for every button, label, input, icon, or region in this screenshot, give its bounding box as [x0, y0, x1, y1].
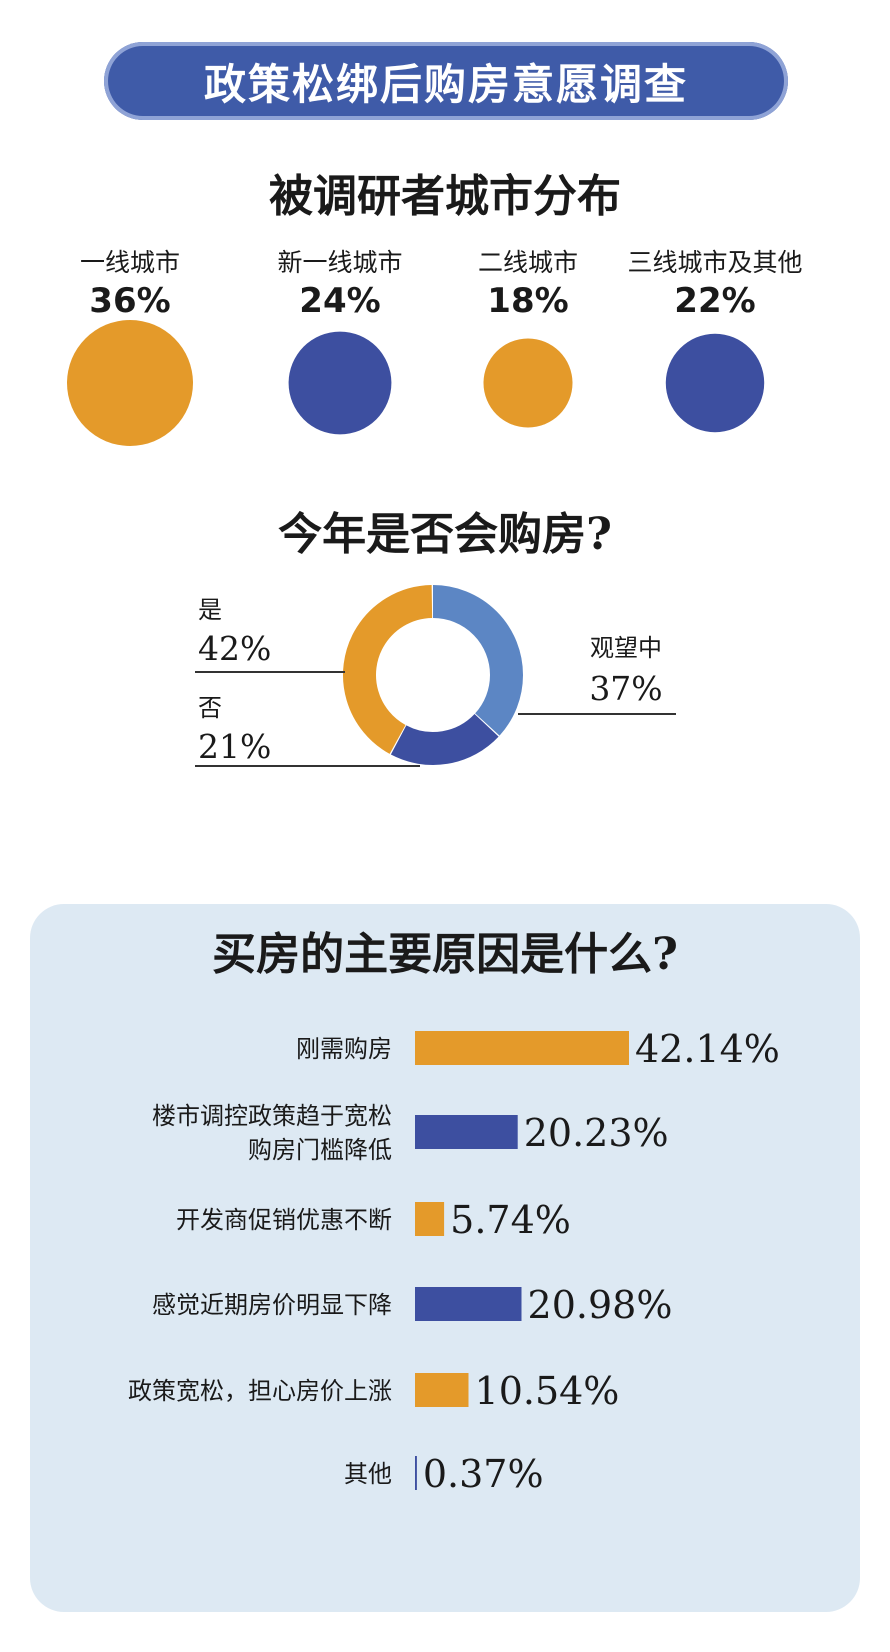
reason-value-label: 20.98% [528, 1283, 673, 1327]
reasons-title: 买房的主要原因是什么? [212, 929, 678, 980]
reasons-panel [30, 904, 860, 1612]
reason-bar [415, 1287, 522, 1321]
city-bubble [483, 338, 573, 428]
reason-bar [415, 1202, 445, 1236]
city-category-label: 新一线城市 [277, 248, 402, 277]
city-bubble [665, 333, 765, 433]
city-category-label: 二线城市 [478, 248, 578, 277]
donut-value-label: 21% [198, 727, 271, 766]
reason-category-label: 其他 [344, 1460, 392, 1488]
donut-category-label: 否 [198, 694, 222, 722]
donut-category-label: 是 [198, 596, 222, 624]
reason-value-label: 5.74% [450, 1198, 571, 1242]
city-bubble [288, 331, 392, 435]
city-value-label: 18% [487, 281, 568, 321]
city-category-label: 一线城市 [80, 248, 180, 277]
reason-category-label: 感觉近期房价明显下降 [152, 1291, 392, 1319]
reason-category-label: 楼市调控政策趋于宽松 [152, 1102, 392, 1130]
reason-bar [415, 1031, 629, 1065]
reason-category-label: 政策宽松，担心房价上涨 [128, 1377, 392, 1405]
reason-bar [415, 1456, 417, 1490]
reason-value-label: 10.54% [475, 1369, 620, 1413]
reason-category-label: 开发商促销优惠不断 [176, 1206, 392, 1234]
donut-value-label: 42% [198, 629, 271, 668]
city-distribution-title: 被调研者城市分布 [269, 171, 621, 222]
title-banner: 政策松绑后购房意愿调查 [104, 42, 788, 120]
banner-title: 政策松绑后购房意愿调查 [203, 59, 688, 109]
reason-bar [415, 1373, 469, 1407]
reason-value-label: 20.23% [524, 1111, 669, 1155]
buy-intention-title: 今年是否会购房? [278, 509, 612, 560]
reason-value-label: 0.37% [423, 1452, 544, 1496]
city-category-label: 三线城市及其他 [627, 248, 802, 277]
donut-slice [342, 585, 523, 765]
reason-category-label: 购房门槛降低 [248, 1136, 392, 1164]
donut-category-label: 观望中 [590, 634, 662, 662]
city-value-label: 24% [299, 281, 380, 321]
donut-value-label: 37% [589, 669, 662, 708]
reason-category-label: 刚需购房 [296, 1035, 392, 1063]
city-value-label: 36% [89, 281, 170, 321]
reason-bar [415, 1115, 518, 1149]
reason-value-label: 42.14% [635, 1027, 780, 1071]
donut-slice [343, 585, 523, 765]
city-bubble [67, 320, 193, 446]
donut-slice [343, 585, 523, 765]
city-value-label: 22% [674, 281, 755, 321]
